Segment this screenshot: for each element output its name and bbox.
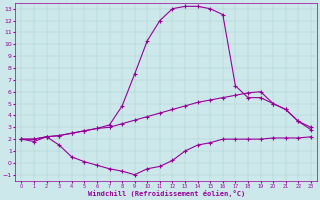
X-axis label: Windchill (Refroidissement éolien,°C): Windchill (Refroidissement éolien,°C) (88, 190, 245, 197)
